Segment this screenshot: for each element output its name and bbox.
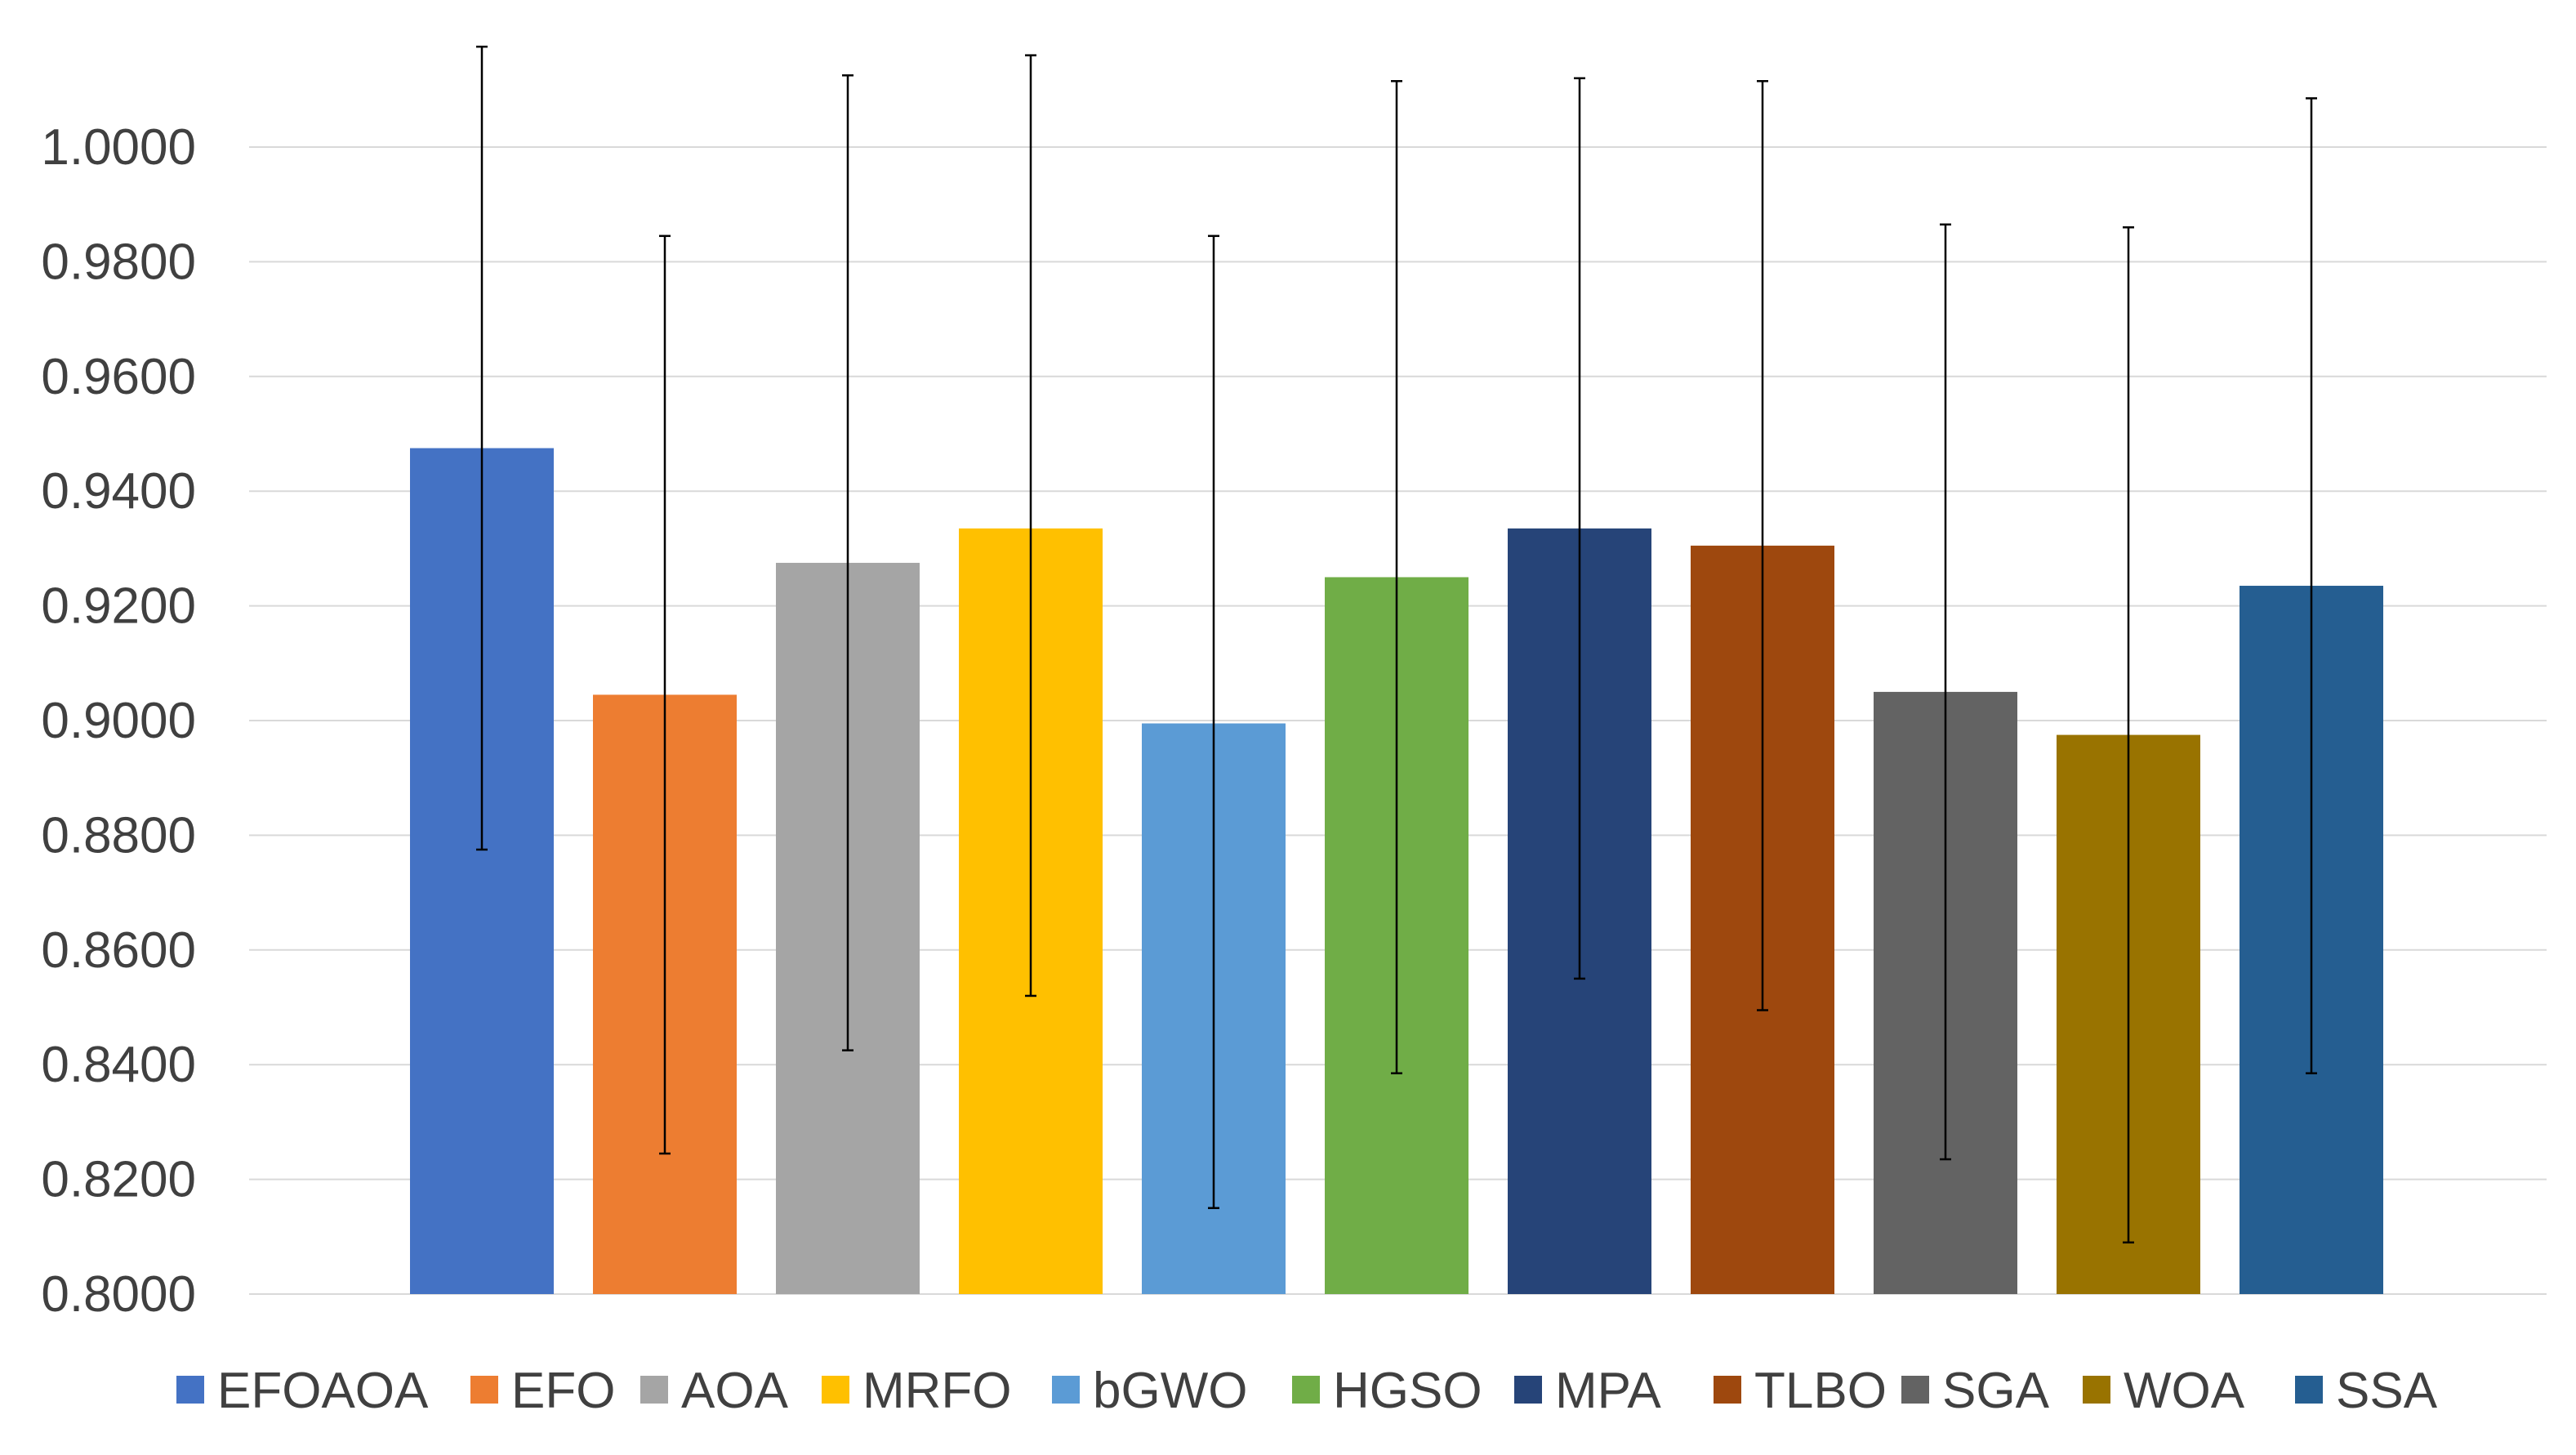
- legend: EFOAOA EFO AOA MRFO bGWO HGSO MPA TLBO SGA WOA SSA: [176, 1363, 2438, 1419]
- error-bar-mpa: [1574, 77, 1585, 980]
- y-tick-label: 0.9800: [41, 234, 196, 290]
- error-bar-woa: [2123, 226, 2134, 1244]
- error-bar-efo: [659, 234, 671, 1155]
- legend-item-ssa: SSA: [2295, 1363, 2438, 1419]
- y-tick-label: 0.8200: [41, 1152, 196, 1208]
- y-tick-label: 0.9000: [41, 693, 196, 749]
- legend-label: HGSO: [1333, 1363, 1482, 1419]
- legend-item-tlbo: TLBO: [1714, 1363, 1887, 1419]
- legend-label: bGWO: [1093, 1363, 1247, 1419]
- legend-label: EFOAOA: [217, 1363, 429, 1419]
- legend-swatch: [1514, 1376, 1542, 1404]
- legend-swatch: [470, 1376, 498, 1404]
- legend-swatch: [1052, 1376, 1080, 1404]
- y-tick-label: 0.9600: [41, 349, 196, 405]
- legend-label: AOA: [681, 1363, 789, 1419]
- legend-item-aoa: AOA: [640, 1363, 789, 1419]
- legend-swatch: [640, 1376, 668, 1404]
- legend-item-mrfo: MRFO: [822, 1363, 1012, 1419]
- legend-swatch: [822, 1376, 849, 1404]
- y-tick-label: 0.9200: [41, 578, 196, 635]
- y-tick-label: 0.8400: [41, 1037, 196, 1093]
- error-bars: [476, 45, 2317, 1244]
- legend-label: MRFO: [862, 1363, 1012, 1419]
- error-bar-efoaoa: [476, 45, 488, 851]
- legend-swatch: [1292, 1376, 1320, 1404]
- y-tick-label: 0.8600: [41, 922, 196, 979]
- error-bar-sga: [1940, 223, 1951, 1161]
- y-axis-tick-labels: 0.8000 0.8200 0.8400 0.8600 0.8800 0.9000 0.92…: [41, 119, 196, 1323]
- error-bar-aoa: [842, 74, 853, 1051]
- legend-label: SGA: [1942, 1363, 2050, 1419]
- legend-label: SSA: [2336, 1363, 2438, 1419]
- legend-item-hgso: HGSO: [1292, 1363, 1482, 1419]
- legend-item-mpa: MPA: [1514, 1363, 1661, 1419]
- legend-item-efo: EFO: [470, 1363, 615, 1419]
- legend-item-bgwo: bGWO: [1052, 1363, 1247, 1419]
- legend-item-woa: WOA: [2083, 1363, 2245, 1419]
- legend-swatch: [2083, 1376, 2110, 1404]
- legend-label: TLBO: [1754, 1363, 1887, 1419]
- error-bar-tlbo: [1757, 80, 1768, 1011]
- error-bar-ssa: [2306, 97, 2317, 1074]
- legend-label: MPA: [1555, 1363, 1661, 1419]
- error-bar-mrfo: [1025, 54, 1036, 998]
- y-tick-label: 0.9400: [41, 463, 196, 520]
- y-tick-label: 0.8000: [41, 1266, 196, 1323]
- legend-label: WOA: [2124, 1363, 2245, 1419]
- y-tick-label: 0.8800: [41, 807, 196, 864]
- legend-swatch: [1901, 1376, 1929, 1404]
- error-bar-bgwo: [1208, 234, 1219, 1209]
- error-bar-hgso: [1391, 80, 1402, 1074]
- legend-label: EFO: [511, 1363, 615, 1419]
- legend-swatch: [176, 1376, 204, 1404]
- y-tick-label: 1.0000: [41, 119, 196, 176]
- legend-swatch: [2295, 1376, 2323, 1404]
- legend-item-efoaoa: EFOAOA: [176, 1363, 429, 1419]
- legend-swatch: [1714, 1376, 1741, 1404]
- legend-item-sga: SGA: [1901, 1363, 2050, 1419]
